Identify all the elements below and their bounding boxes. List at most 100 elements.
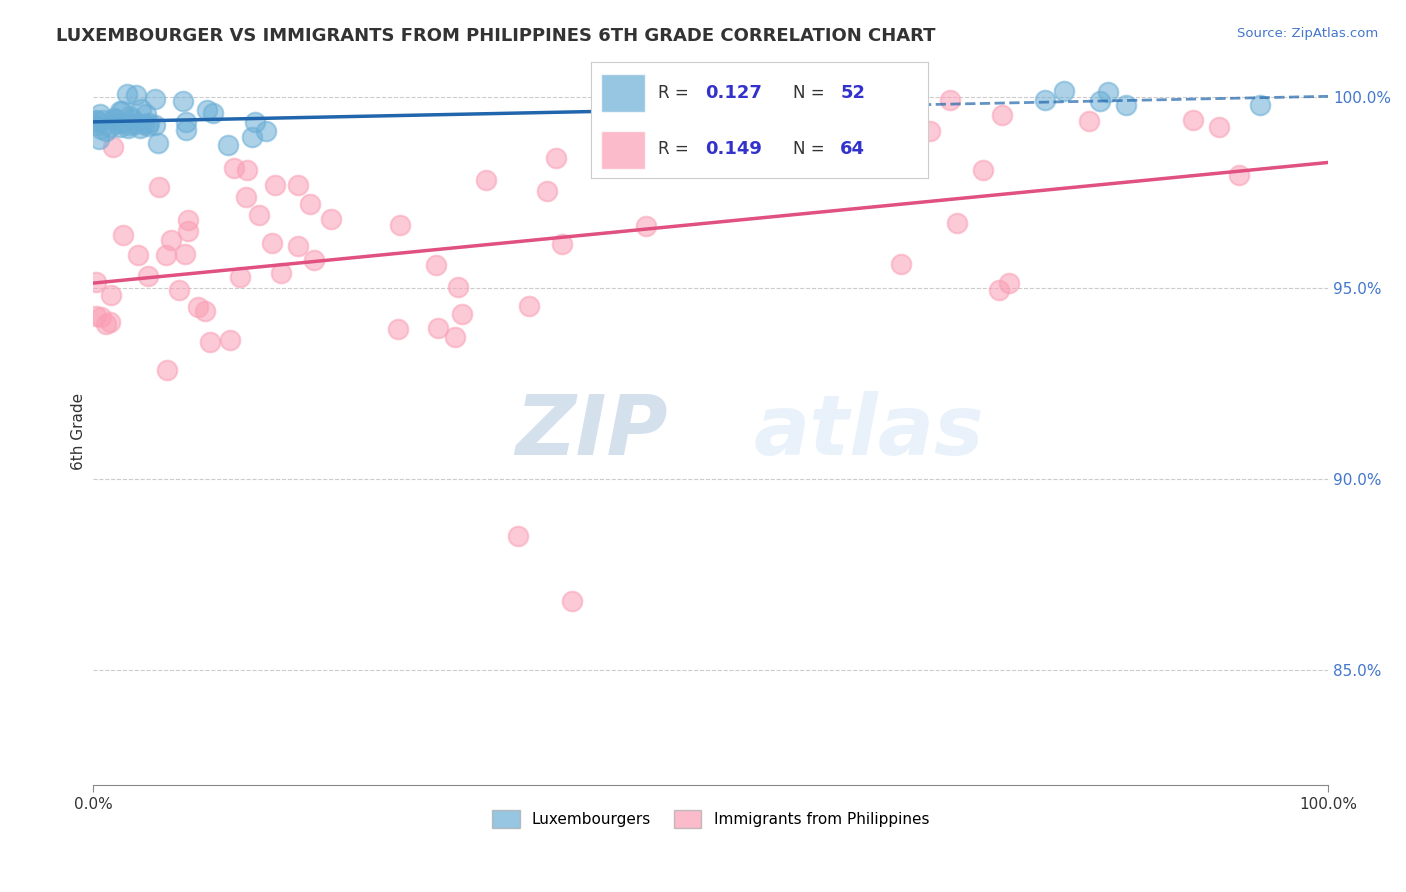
Point — [626, 102, 648, 116]
Text: atlas: atlas — [754, 391, 984, 472]
Text: 0.149: 0.149 — [706, 140, 762, 159]
Point — [787, 123, 810, 137]
Point — [100, 120, 122, 134]
Text: LUXEMBOURGER VS IMMIGRANTS FROM PHILIPPINES 6TH GRADE CORRELATION CHART: LUXEMBOURGER VS IMMIGRANTS FROM PHILIPPI… — [56, 27, 936, 45]
Point — [1181, 112, 1204, 127]
Point — [146, 136, 169, 150]
Point — [387, 321, 409, 335]
Point — [302, 253, 325, 268]
Point — [108, 120, 131, 134]
Point — [187, 301, 209, 315]
Point — [217, 137, 239, 152]
Point — [1033, 94, 1056, 108]
Point — [1097, 85, 1119, 99]
Point — [90, 122, 112, 136]
Point — [120, 109, 142, 123]
Point — [662, 90, 685, 104]
Point — [98, 315, 121, 329]
Point — [172, 95, 194, 109]
Point — [91, 112, 114, 127]
Point — [319, 211, 342, 226]
Point — [1078, 114, 1101, 128]
Point — [475, 173, 498, 187]
Point — [536, 185, 558, 199]
Point — [247, 208, 270, 222]
FancyBboxPatch shape — [600, 74, 644, 112]
Point — [138, 116, 160, 130]
Point — [991, 108, 1014, 122]
Point — [143, 92, 166, 106]
Point — [779, 95, 801, 110]
Point — [89, 106, 111, 120]
Point — [177, 224, 200, 238]
Point — [426, 320, 449, 334]
Point — [1249, 98, 1271, 112]
Text: ZIP: ZIP — [515, 391, 668, 472]
Point — [270, 266, 292, 280]
Point — [136, 268, 159, 283]
Point — [260, 235, 283, 250]
Text: 64: 64 — [841, 140, 865, 159]
Point — [156, 363, 179, 377]
Point — [264, 178, 287, 192]
Point — [108, 104, 131, 119]
Point — [236, 163, 259, 178]
Point — [946, 216, 969, 230]
Point — [125, 87, 148, 102]
Point — [240, 130, 263, 145]
Point — [858, 141, 880, 155]
Text: N =: N = — [793, 84, 830, 102]
Point — [561, 594, 583, 608]
Point — [447, 279, 470, 293]
Text: 52: 52 — [841, 84, 865, 102]
Point — [195, 103, 218, 118]
Point — [134, 117, 156, 131]
Point — [1088, 94, 1111, 108]
Point — [920, 124, 942, 138]
Point — [988, 284, 1011, 298]
Point — [121, 112, 143, 126]
Point — [84, 118, 107, 132]
Point — [128, 121, 150, 136]
Point — [851, 139, 873, 153]
Point — [143, 118, 166, 132]
Point — [103, 111, 125, 125]
Point — [100, 287, 122, 301]
Point — [111, 228, 134, 243]
Point — [229, 270, 252, 285]
Point — [243, 115, 266, 129]
Point — [174, 123, 197, 137]
Point — [94, 124, 117, 138]
Text: Source: ZipAtlas.com: Source: ZipAtlas.com — [1237, 27, 1378, 40]
Point — [287, 178, 309, 193]
Point — [84, 112, 107, 127]
Point — [117, 121, 139, 136]
Point — [519, 299, 541, 313]
Point — [194, 304, 217, 318]
Point — [762, 98, 785, 112]
Point — [167, 283, 190, 297]
Point — [444, 329, 467, 343]
Point — [84, 309, 107, 323]
Point — [104, 112, 127, 127]
Point — [129, 103, 152, 117]
Point — [107, 116, 129, 130]
Point — [148, 180, 170, 194]
Point — [235, 189, 257, 203]
Point — [544, 151, 567, 165]
Point — [111, 103, 134, 118]
Point — [90, 310, 112, 324]
Legend: Luxembourgers, Immigrants from Philippines: Luxembourgers, Immigrants from Philippin… — [486, 805, 935, 834]
Text: R =: R = — [658, 84, 695, 102]
Point — [389, 219, 412, 233]
Point — [135, 107, 157, 121]
Point — [176, 212, 198, 227]
Point — [1115, 98, 1137, 112]
Point — [101, 139, 124, 153]
Point — [972, 163, 994, 178]
Point — [127, 248, 149, 262]
Point — [939, 93, 962, 107]
Point — [84, 275, 107, 289]
Point — [508, 529, 530, 543]
Point — [174, 247, 197, 261]
